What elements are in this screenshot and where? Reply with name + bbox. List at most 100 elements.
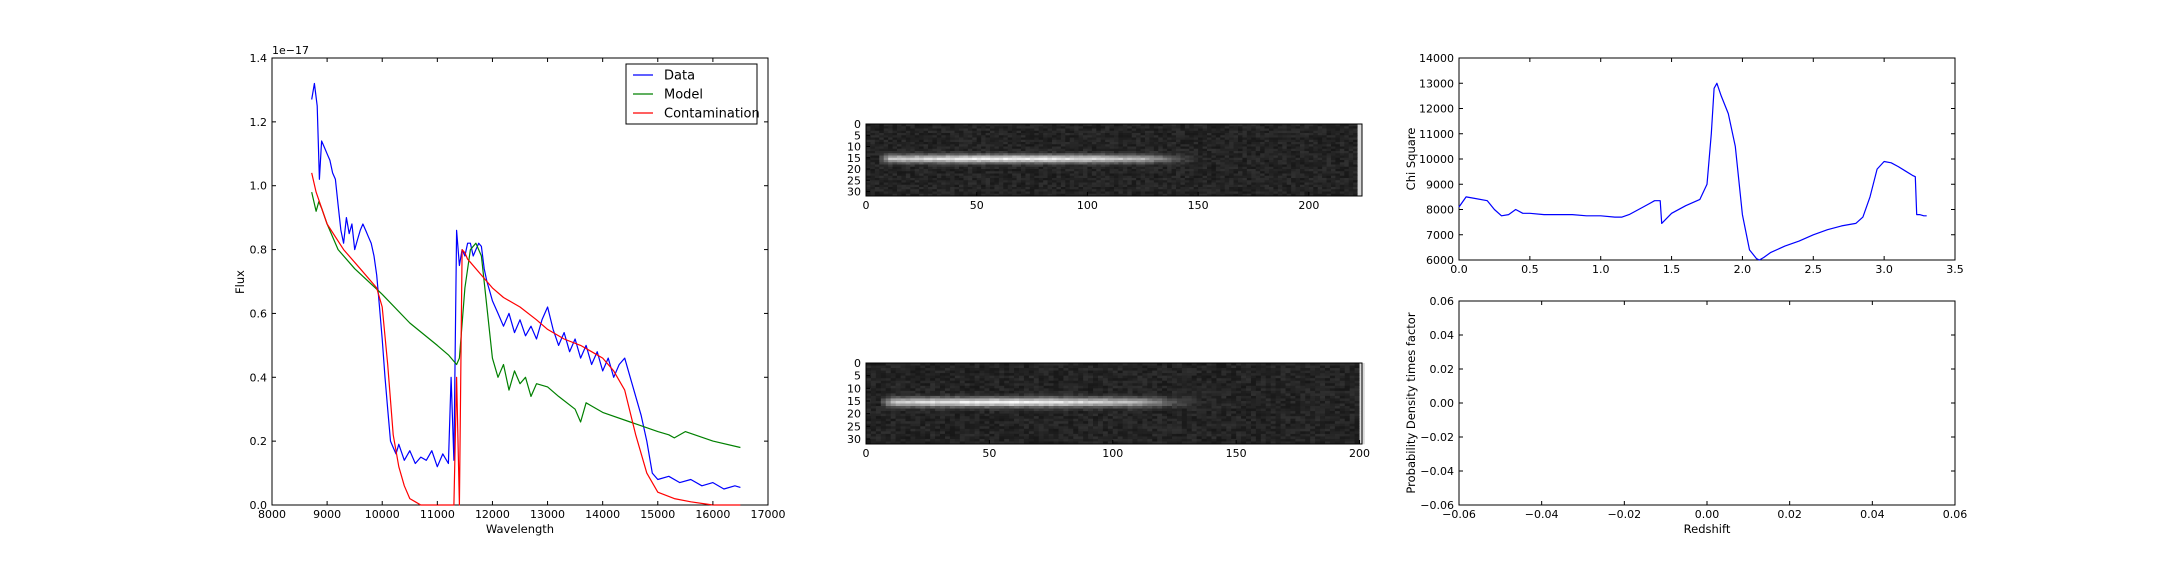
spectrum-image-top-pixel: [1211, 166, 1217, 170]
spectrum-image-top-pixel: [897, 139, 902, 143]
spectrum-image-top-pixel: [1286, 189, 1292, 192]
spectrum-image-top-pixel: [866, 130, 871, 134]
spectrum-image-top-pixel: [990, 151, 995, 154]
spectrum-image-bottom-pixel: [1152, 365, 1158, 369]
spectrum-image-top-pixel: [1260, 164, 1265, 168]
spectrum-image-top-pixel: [1357, 146, 1363, 150]
spectrum-image-top-pixel: [1060, 182, 1066, 186]
spectrum-image-top-pixel: [1264, 135, 1270, 138]
spectrum-image-top-pixel: [1207, 133, 1212, 136]
spectrum-image-top-pixel: [1145, 175, 1150, 179]
spectrum-image-bottom-pixel: [1181, 390, 1188, 394]
spectrum-image-top-pixel: [954, 137, 960, 141]
spectrum-image-bottom-pixel: [1186, 363, 1193, 366]
spectrum-image-top-pixel: [870, 189, 876, 192]
spectrum-image-top-pixel: [901, 126, 907, 129]
spectrum-image-top-pixel: [1277, 133, 1283, 136]
spectrum-image-top-pixel: [1229, 135, 1234, 138]
spectrum-image-bottom-pixel: [1191, 378, 1197, 382]
spectrum-image-top-pixel: [936, 146, 942, 150]
spectrum-image-bottom-pixel: [944, 368, 951, 371]
spectrum-image-top-pixel: [1162, 193, 1168, 197]
spectrum-image-top-pixel: [919, 169, 924, 172]
spectrum-image-top-pixel: [914, 173, 920, 177]
spectrum-image-top-pixel: [1074, 178, 1079, 181]
spectrum-image-bottom-pixel: [1112, 393, 1119, 397]
spectrum-image-top-pixel: [1029, 178, 1035, 181]
spectrum-image-bottom-pixel: [890, 365, 896, 369]
spectrum-image-bottom-pixel: [1033, 363, 1040, 366]
spectrum-image-top-pixel: [1189, 175, 1195, 179]
spectrum-image-bottom-pixel: [1063, 370, 1069, 374]
spectrum-image-top-pixel: [1348, 124, 1354, 127]
spectrum-image-top-pixel: [936, 189, 942, 192]
spectrum-image-top-pixel: [1043, 189, 1048, 192]
spectrum-image-top-pixel: [1127, 173, 1133, 177]
spectrum-image-top-pixel: [1122, 175, 1128, 179]
spectrum-image-top-pixel: [1060, 142, 1066, 145]
spectrum-image-top-pixel: [1021, 153, 1026, 156]
spectrum-image-top-pixel: [959, 157, 964, 161]
spectrum-image-top-pixel: [1180, 180, 1186, 183]
spectrum-image-top-pixel: [1242, 153, 1248, 156]
spectrum-image-top-pixel: [1184, 135, 1190, 138]
spectrum-image-top-pixel: [1242, 137, 1248, 141]
spectrum-image-bottom-pixel: [1181, 378, 1188, 382]
spectrum-image-top-pixel: [1264, 171, 1270, 174]
spectrum-image-top-pixel: [914, 191, 920, 195]
spectrum-image-top-pixel: [1162, 128, 1168, 132]
spectrum-image-top-pixel: [1326, 153, 1332, 156]
spectrum-image-top-pixel: [1295, 184, 1301, 188]
spectrum-image-top-pixel: [1016, 128, 1022, 132]
spectrum-image-top-pixel: [1078, 144, 1084, 147]
spectrum-image-top-pixel: [967, 182, 973, 186]
spectrum-image-top-pixel: [883, 166, 889, 170]
spectrum-image-top-pixel: [1016, 182, 1022, 186]
spectrum-image-top-pixel: [1233, 146, 1239, 150]
spectrum-image-top-pixel: [985, 162, 991, 165]
spectrum-image-bottom-pixel: [1038, 368, 1044, 371]
spectrum-image-top-pixel: [1012, 178, 1017, 181]
spectrum-image-bottom-pixel: [954, 385, 961, 389]
spectrum-image-top-pixel: [1007, 189, 1013, 192]
spectrum-image-top-pixel: [1060, 187, 1066, 190]
spectrum-image-top-pixel: [1043, 162, 1048, 165]
spectrum-image-bottom-pixel: [1068, 380, 1074, 384]
spectrum-image-top-pixel: [1038, 191, 1044, 195]
spectrum-image-top-pixel: [1339, 191, 1345, 195]
spectrum-image-top-pixel: [1074, 191, 1079, 195]
spectrum-image-bottom-pixel: [1068, 393, 1074, 397]
spectrum-image-bottom-pixel: [1107, 388, 1114, 392]
spectrum-image-top-pixel: [1016, 124, 1022, 127]
spectrum-image-top-pixel: [1127, 157, 1133, 161]
spectrum-image-top-pixel: [1282, 142, 1288, 145]
spectrum-image-top-pixel: [981, 142, 986, 145]
spectrum-image-top-pixel: [1189, 124, 1195, 127]
spectrum-image-bottom-pixel: [1176, 370, 1183, 374]
spectrum-image-top-pixel: [1308, 128, 1314, 132]
spectrum-image-top-pixel: [1202, 124, 1208, 127]
spectrum-image-top-pixel: [1322, 166, 1327, 170]
spectrum-image-bottom-pixel: [935, 385, 941, 389]
spectrum-image-bottom-pixel: [866, 375, 872, 379]
spectrum-image-top-pixel: [1189, 191, 1195, 195]
spectrum-image-top-pixel: [883, 130, 889, 134]
spectrum-image-bottom-pixel: [1088, 393, 1094, 397]
spectrum-image-bottom-pixel: [1167, 363, 1173, 366]
spectrum-image-top-pixel: [1078, 155, 1084, 159]
spectrum-image-bottom-pixel: [1023, 385, 1030, 389]
spectrum-image-top-pixel: [1233, 182, 1239, 186]
spectrum-image-top-pixel: [1277, 191, 1283, 195]
spectrum-image-top-pixel: [1180, 151, 1186, 154]
spectrum-image-top-pixel: [1304, 155, 1310, 159]
spectrum-image-top-pixel: [972, 155, 978, 159]
spectrum-image-bottom-pixel: [1073, 363, 1079, 366]
spectrum-image-top-pixel: [1313, 171, 1319, 174]
spectrum-image-top-pixel: [998, 124, 1004, 127]
spectrum-image-top-pixel: [1339, 189, 1345, 192]
spectrum-image-top-pixel: [910, 146, 916, 150]
spectrum-image-top-pixel: [1127, 164, 1133, 168]
spectrum-image-top-pixel: [1300, 187, 1305, 190]
spectrum-image-top-pixel: [1047, 137, 1053, 141]
spectrum-image-top-pixel: [910, 130, 916, 134]
